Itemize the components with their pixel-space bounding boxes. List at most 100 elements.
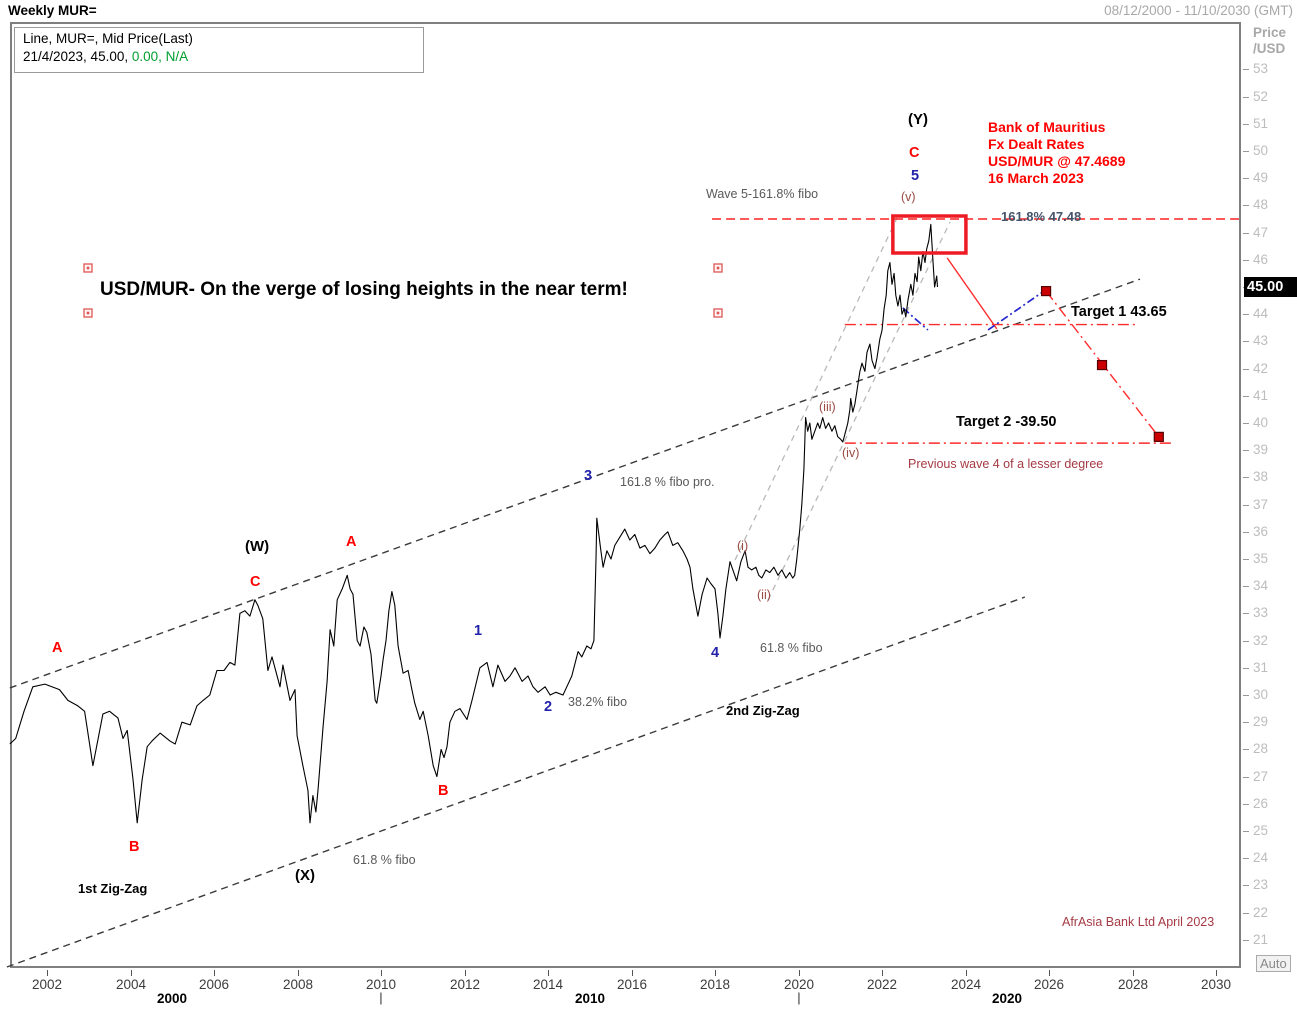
price-tick-label: 24 xyxy=(1253,850,1269,865)
price-tick-mark xyxy=(1243,396,1249,397)
legend-date-price: 21/4/2023, 45.00, xyxy=(23,49,132,64)
target1-label: Target 1 43.65 xyxy=(1071,304,1167,320)
label-wave-3: 3 xyxy=(584,468,593,484)
price-tick-label: 35 xyxy=(1253,551,1269,566)
label-wave-1: 1 xyxy=(474,623,483,639)
price-tick-label: 36 xyxy=(1253,524,1269,539)
year-tick-mark xyxy=(214,970,215,976)
price-tick-mark xyxy=(1243,749,1249,750)
year-tick-label: 2010 xyxy=(365,977,397,992)
label-wave-i: (i) xyxy=(737,539,749,553)
price-tick-label: 22 xyxy=(1253,905,1269,920)
label-wave-ii: (ii) xyxy=(757,588,771,602)
axis-auto-button[interactable]: Auto xyxy=(1256,955,1291,972)
price-tick-mark xyxy=(1243,559,1249,560)
price-tick-mark xyxy=(1243,831,1249,832)
year-tick-label: 2006 xyxy=(198,977,230,992)
zigzag1-label: 1st Zig-Zag xyxy=(78,881,148,896)
price-tick-mark xyxy=(1243,804,1249,805)
price-tick-label: 48 xyxy=(1253,197,1269,212)
price-axis-title-line1: Price xyxy=(1253,25,1287,40)
year-tick-mark xyxy=(715,970,716,976)
price-tick-label: 26 xyxy=(1253,796,1269,811)
price-tick-label: 31 xyxy=(1253,660,1269,675)
label-wave-iii: (iii) xyxy=(819,400,836,414)
price-tick-mark xyxy=(1243,69,1249,70)
price-tick-mark xyxy=(1243,151,1249,152)
year-tick-mark xyxy=(1049,970,1050,976)
year-tick-label: 2008 xyxy=(282,977,314,992)
price-tick-label: 43 xyxy=(1253,333,1269,348)
price-tick-label: 52 xyxy=(1253,89,1269,104)
legend-values-line: 21/4/2023, 45.00, 0.00, N/A xyxy=(23,48,415,66)
price-tick-label: 23 xyxy=(1253,877,1269,892)
price-tick-label: 39 xyxy=(1253,442,1269,457)
label-wave-v: (v) xyxy=(901,190,916,204)
label-wave-a1: A xyxy=(52,640,63,656)
price-axis-title-line2: /USD xyxy=(1253,41,1286,56)
year-tick-mark xyxy=(548,970,549,976)
price-tick-mark xyxy=(1243,341,1249,342)
price-tick-mark xyxy=(1243,722,1249,723)
price-tick-mark xyxy=(1243,913,1249,914)
year-tick-mark xyxy=(298,970,299,976)
year-tick-label: 2014 xyxy=(532,977,564,992)
year-tick-mark xyxy=(131,970,132,976)
label-wave-y: (Y) xyxy=(908,111,928,128)
price-tick-mark xyxy=(1243,124,1249,125)
date-range-label: 08/12/2000 - 11/10/2030 (GMT) xyxy=(1104,3,1293,18)
label-wave-4: 4 xyxy=(711,645,720,661)
target2-label: Target 2 -39.50 xyxy=(956,414,1057,430)
price-tick-mark xyxy=(1243,423,1249,424)
price-tick-mark xyxy=(1243,205,1249,206)
decade-separator: | xyxy=(379,990,383,1005)
year-tick-label: 2028 xyxy=(1117,977,1149,992)
label-wave-iv: (iv) xyxy=(842,446,860,460)
price-tick-mark xyxy=(1243,260,1249,261)
prev-wave4-label: Previous wave 4 of a lesser degree xyxy=(908,457,1104,471)
price-tick-mark xyxy=(1243,97,1249,98)
price-tick-label: 25 xyxy=(1253,823,1269,838)
label-wave-w: (W) xyxy=(245,538,270,555)
decade-label: 2020 xyxy=(991,991,1023,1006)
wave5-fibo-label: Wave 5-161.8% fibo xyxy=(706,187,819,201)
label-wave-b2: B xyxy=(438,783,449,799)
label-wave-x: (X) xyxy=(295,867,315,884)
last-price-badge: 45.00 xyxy=(1244,277,1297,297)
price-tick-label: 29 xyxy=(1253,714,1269,729)
price-tick-label: 38 xyxy=(1253,469,1269,484)
fibo-618-right-label: 61.8 % fibo xyxy=(760,641,823,655)
year-tick-label: 2030 xyxy=(1200,977,1232,992)
price-tick-mark xyxy=(1243,178,1249,179)
year-tick-label: 2012 xyxy=(449,977,481,992)
price-tick-label: 37 xyxy=(1253,497,1269,512)
price-tick-mark xyxy=(1243,233,1249,234)
price-tick-mark xyxy=(1243,586,1249,587)
year-tick-mark xyxy=(47,970,48,976)
price-tick-label: 32 xyxy=(1253,633,1269,648)
price-tick-label: 53 xyxy=(1253,61,1269,76)
legend-change-value: 0.00, N/A xyxy=(131,49,189,64)
label-wave-c1: C xyxy=(250,574,261,590)
price-tick-label: 33 xyxy=(1253,605,1269,620)
legend-box[interactable]: Line, MUR=, Mid Price(Last) 21/4/2023, 4… xyxy=(14,27,424,73)
label-wave-a2: A xyxy=(346,534,357,550)
label-wave-c-final: C xyxy=(909,145,920,161)
year-tick-mark xyxy=(1133,970,1134,976)
decade-label: 2010 xyxy=(574,991,606,1006)
year-tick-label: 2002 xyxy=(31,977,63,992)
price-tick-mark xyxy=(1243,532,1249,533)
year-tick-mark xyxy=(381,970,382,976)
year-tick-label: 2024 xyxy=(950,977,982,992)
year-tick-label: 2004 xyxy=(115,977,147,992)
price-tick-mark xyxy=(1243,450,1249,451)
price-tick-label: 40 xyxy=(1253,415,1269,430)
price-tick-mark xyxy=(1243,858,1249,859)
bom-note: Bank of Mauritius Fx Dealt Rates USD/MUR… xyxy=(988,119,1126,186)
price-tick-label: 30 xyxy=(1253,687,1269,702)
price-tick-label: 47 xyxy=(1253,225,1269,240)
fibo-618-left-label: 61.8 % fibo xyxy=(353,853,416,867)
label-wave-2: 2 xyxy=(544,699,553,715)
legend-series-label: Line, MUR=, Mid Price(Last) xyxy=(23,31,193,46)
